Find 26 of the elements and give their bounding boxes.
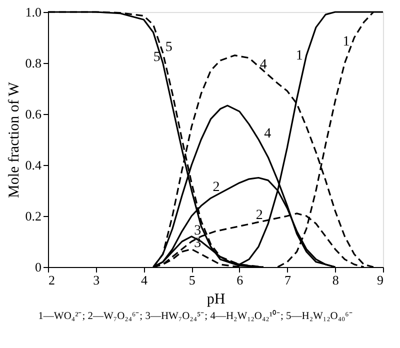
x-tick-label: 3 [93, 272, 100, 288]
series-label: 5 [165, 40, 172, 55]
series-label: 5 [153, 50, 160, 65]
y-tick-label: 0.6 [25, 106, 42, 122]
y-axis-title: Mole fraction of W [6, 81, 22, 198]
series-label: 4 [260, 58, 267, 73]
x-tick-label: 7 [284, 272, 292, 288]
y-tick-label: 0.4 [25, 158, 42, 172]
series-label: 3 [194, 223, 202, 238]
x-tick-label: 5 [188, 272, 196, 288]
x-tick-label: 4 [140, 272, 148, 288]
x-axis-title: pH [206, 292, 226, 308]
y-tick-label: 0.8 [25, 56, 42, 70]
y-tick-label: 1.0 [25, 4, 42, 20]
x-tick-label: 6 [236, 272, 244, 288]
x-tick-label: 2 [48, 272, 55, 288]
series-label: 1 [342, 34, 350, 50]
series-label: 4 [264, 126, 272, 142]
series-label: 2 [212, 180, 220, 196]
y-tick-label: 0.2 [25, 208, 42, 224]
text: 1—WO₄²⁻; 2—W₇O₂₄⁶⁻; 3—HW₇O₂₄⁵⁻; 4—H₂W₁₂O₄₂¹⁰⁻; 5—H₂W₁₂O₄₀⁶⁻ [38, 310, 353, 322]
series-label: 2 [256, 208, 263, 224]
y-tick-label: 0 [35, 260, 42, 274]
x-tick-label: 9 [377, 272, 384, 288]
x-tick-label: 8 [332, 272, 339, 288]
series-label: 1 [296, 48, 303, 64]
